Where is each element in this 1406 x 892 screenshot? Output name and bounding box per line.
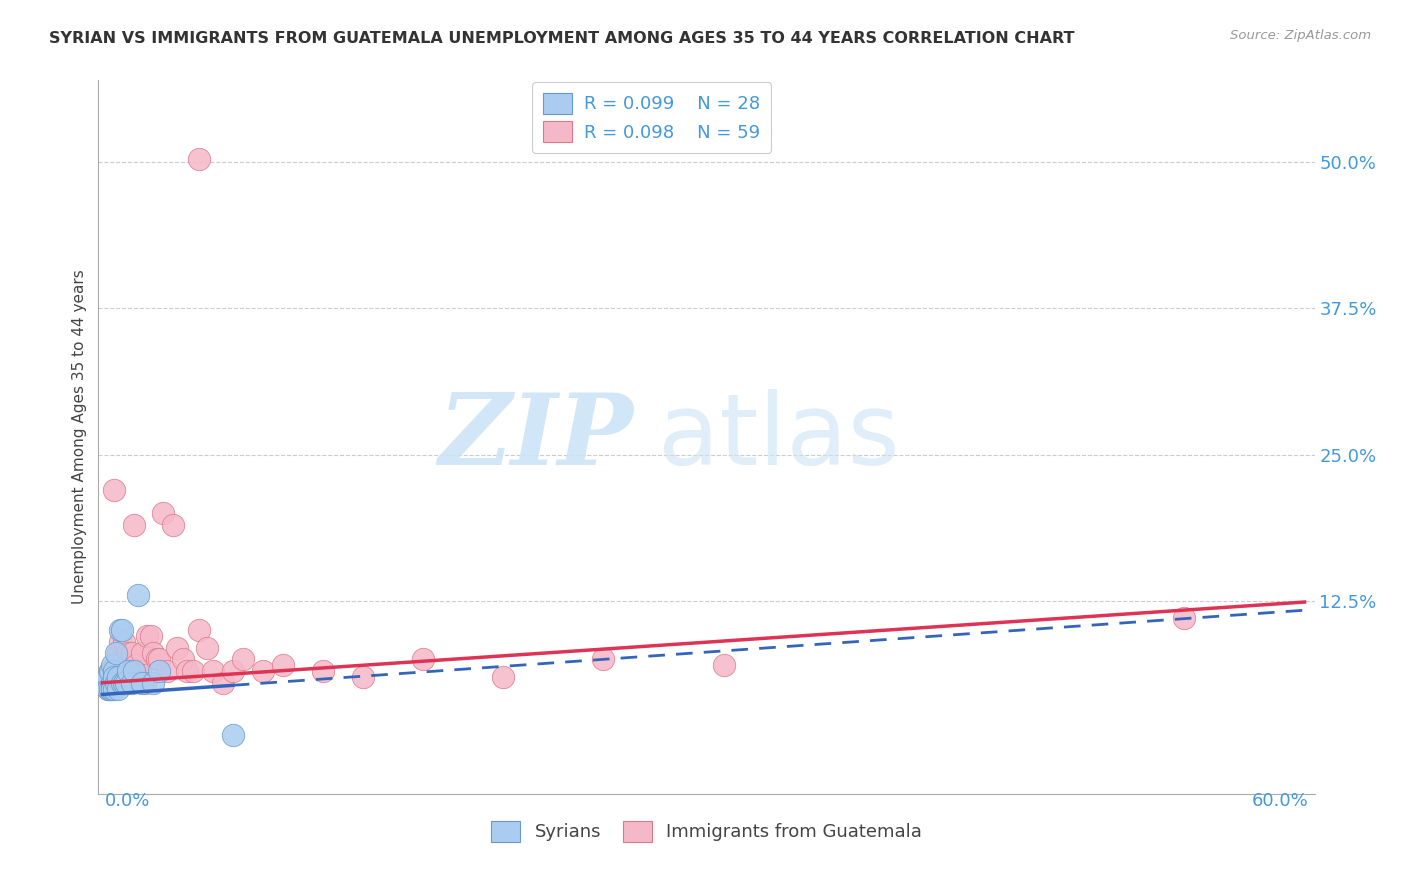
Point [148,652,170,666]
Point [96,675,118,690]
Text: 60.0%: 60.0% [1251,791,1309,810]
Point [107,681,129,696]
Text: 0.0%: 0.0% [104,791,150,810]
Point [103,681,125,696]
Text: SYRIAN VS IMMIGRANTS FROM GUATEMALA UNEMPLOYMENT AMONG AGES 35 TO 44 YEARS CORRE: SYRIAN VS IMMIGRANTS FROM GUATEMALA UNEM… [49,31,1074,46]
Point [111,675,134,690]
Point [131,647,153,661]
Point [162,517,184,532]
Point [492,670,515,684]
Point [100,664,122,678]
Point [107,675,129,690]
Point [115,675,138,690]
Point [115,675,138,690]
Point [187,152,209,166]
Point [252,664,274,678]
Point [107,647,129,661]
Point [211,675,233,690]
Point [100,681,122,696]
Point [111,675,134,690]
Point [195,640,218,655]
Point [103,483,125,497]
Point [134,675,156,690]
Point [101,675,124,690]
Point [100,664,122,678]
Point [117,675,139,690]
Point [101,681,124,696]
Y-axis label: Unemployment Among Ages 35 to 44 years: Unemployment Among Ages 35 to 44 years [72,269,87,605]
Point [312,664,335,678]
Point [105,647,128,661]
Point [97,670,120,684]
Text: atlas: atlas [658,389,900,485]
Point [187,623,209,637]
Point [110,623,132,637]
Point [128,588,150,602]
Point [111,623,134,637]
Point [110,635,132,649]
Point [120,664,142,678]
Point [221,664,243,678]
Point [111,664,134,678]
Point [101,664,124,678]
Point [101,675,124,690]
Point [121,647,143,661]
Point [124,517,146,532]
Point [141,647,163,661]
Legend: Syrians, Immigrants from Guatemala: Syrians, Immigrants from Guatemala [481,810,932,853]
Point [713,658,735,673]
Point [117,664,139,678]
Text: ZIP: ZIP [439,389,634,485]
Point [176,664,198,678]
Point [101,658,124,673]
Point [114,635,136,649]
Point [110,664,132,678]
Point [103,670,125,684]
Point [97,681,120,696]
Point [135,629,157,643]
Point [97,681,120,696]
Point [114,675,136,690]
Point [139,629,162,643]
Point [141,675,163,690]
Point [115,664,138,678]
Point [592,652,614,666]
Point [131,675,153,690]
Point [201,664,224,678]
Point [352,670,374,684]
Point [221,728,243,742]
Point [155,664,177,678]
Point [412,652,434,666]
Point [172,652,194,666]
Point [124,664,146,678]
Point [96,675,118,690]
Point [117,647,139,661]
Point [105,675,128,690]
Point [232,652,254,666]
Point [271,658,294,673]
Point [107,670,129,684]
Point [129,664,152,678]
Point [121,675,143,690]
Text: Source: ZipAtlas.com: Source: ZipAtlas.com [1230,29,1371,42]
Point [103,675,125,690]
Point [145,652,167,666]
Point [97,670,120,684]
Point [100,681,122,696]
Point [125,658,148,673]
Point [105,658,128,673]
Point [105,670,128,684]
Point [181,664,204,678]
Point [105,675,128,690]
Point [1173,611,1195,625]
Point [166,640,188,655]
Point [128,664,150,678]
Point [103,664,125,678]
Point [152,506,174,520]
Point [114,675,136,690]
Point [148,664,170,678]
